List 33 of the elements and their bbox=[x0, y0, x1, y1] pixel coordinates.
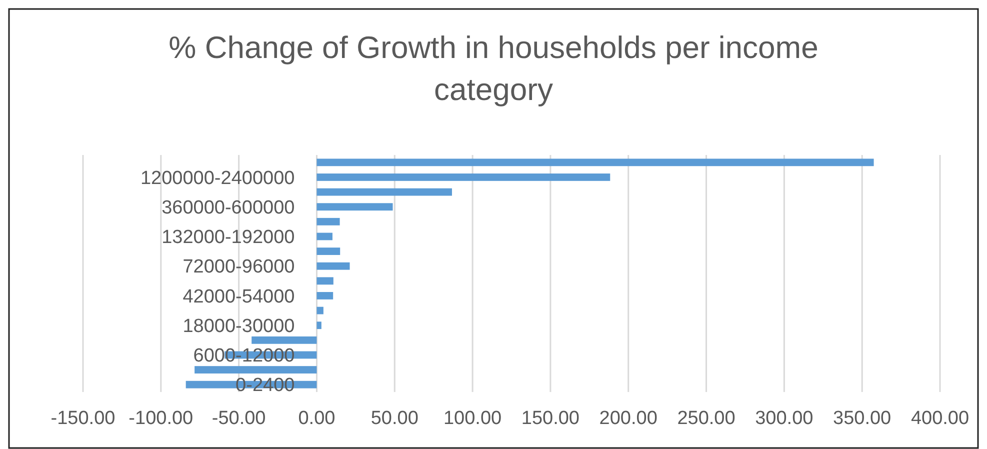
bar bbox=[316, 188, 452, 196]
x-tick-label: 100.00 bbox=[443, 408, 502, 429]
x-tick-label: 250.00 bbox=[677, 408, 736, 429]
bar bbox=[316, 218, 340, 226]
x-tick-label: -150.00 bbox=[50, 408, 116, 429]
y-tick-label: 1200000-2400000 bbox=[140, 168, 295, 189]
bar bbox=[316, 232, 332, 240]
y-tick-label: 18000-30000 bbox=[182, 316, 295, 337]
bar bbox=[316, 322, 322, 330]
x-tick-label: 300.00 bbox=[755, 408, 814, 429]
x-tick-label: -100.00 bbox=[128, 408, 194, 429]
bar bbox=[316, 306, 324, 314]
bar bbox=[252, 336, 317, 344]
bar bbox=[316, 158, 874, 166]
bar bbox=[316, 277, 334, 285]
y-tick-label: 360000-600000 bbox=[162, 197, 295, 218]
y-tick-label: 42000-54000 bbox=[182, 286, 295, 308]
x-tick-label: 400.00 bbox=[910, 408, 970, 429]
x-tick-label: 200.00 bbox=[599, 408, 658, 429]
bar bbox=[316, 203, 393, 211]
bar bbox=[316, 292, 334, 300]
x-tick-label: 350.00 bbox=[833, 408, 892, 429]
x-tick-label: -50.00 bbox=[212, 408, 266, 429]
bar bbox=[316, 248, 340, 255]
x-tick-label: 150.00 bbox=[521, 408, 580, 429]
chart-title: % Change of Growth in households per income category bbox=[168, 30, 818, 107]
y-tick-label: 132000-192000 bbox=[162, 227, 295, 248]
bar bbox=[316, 174, 610, 181]
x-tick-label: 50.00 bbox=[370, 408, 418, 429]
x-tick-label: 0.00 bbox=[298, 408, 336, 429]
bar bbox=[194, 366, 317, 374]
y-tick-label: 72000-96000 bbox=[182, 256, 295, 278]
bar bbox=[316, 262, 350, 270]
